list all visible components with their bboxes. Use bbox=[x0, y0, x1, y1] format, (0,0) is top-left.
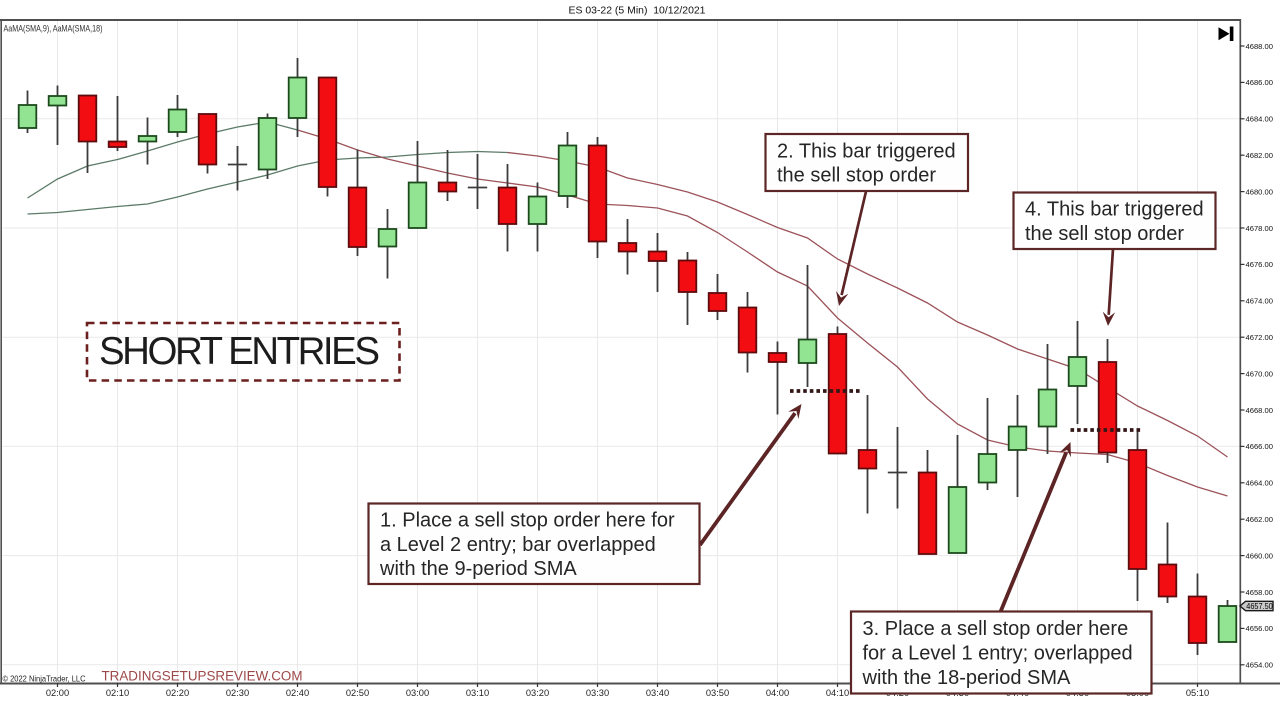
svg-text:SHORT ENTRIES: SHORT ENTRIES bbox=[99, 330, 380, 373]
svg-text:4666.00: 4666.00 bbox=[1246, 442, 1273, 451]
svg-text:4682.00: 4682.00 bbox=[1246, 151, 1273, 160]
svg-text:4657.50: 4657.50 bbox=[1246, 602, 1273, 611]
svg-text:4664.00: 4664.00 bbox=[1246, 479, 1273, 488]
svg-text:02:40: 02:40 bbox=[286, 688, 309, 698]
svg-text:AaMA(SMA,9), AaMA(SMA,18): AaMA(SMA,9), AaMA(SMA,18) bbox=[4, 23, 103, 33]
svg-text:3. Place a sell stop order her: 3. Place a sell stop order here bbox=[863, 618, 1129, 640]
svg-text:4670.00: 4670.00 bbox=[1246, 369, 1273, 378]
svg-text:4684.00: 4684.00 bbox=[1246, 115, 1273, 124]
svg-text:02:30: 02:30 bbox=[226, 688, 249, 698]
svg-text:with the 9-period SMA: with the 9-period SMA bbox=[379, 558, 577, 580]
svg-text:4686.00: 4686.00 bbox=[1246, 78, 1273, 87]
svg-text:4662.00: 4662.00 bbox=[1246, 515, 1273, 524]
svg-text:02:20: 02:20 bbox=[166, 688, 189, 698]
svg-text:02:10: 02:10 bbox=[106, 688, 129, 698]
svg-text:1. Place a sell stop order her: 1. Place a sell stop order here for bbox=[380, 509, 675, 531]
svg-text:the sell stop order: the sell stop order bbox=[1025, 223, 1184, 245]
svg-text:4676.00: 4676.00 bbox=[1246, 260, 1273, 269]
svg-text:4688.00: 4688.00 bbox=[1246, 42, 1273, 51]
svg-text:4680.00: 4680.00 bbox=[1246, 187, 1273, 196]
svg-text:with the 18-period SMA: with the 18-period SMA bbox=[862, 667, 1072, 689]
svg-text:02:00: 02:00 bbox=[46, 688, 69, 698]
svg-text:4678.00: 4678.00 bbox=[1246, 224, 1273, 233]
svg-text:4668.00: 4668.00 bbox=[1246, 406, 1273, 415]
svg-text:4674.00: 4674.00 bbox=[1246, 297, 1273, 306]
svg-text:04:00: 04:00 bbox=[766, 688, 789, 698]
svg-text:© 2022 NinjaTrader, LLC: © 2022 NinjaTrader, LLC bbox=[3, 674, 86, 684]
svg-text:4. This bar triggered: 4. This bar triggered bbox=[1025, 199, 1204, 221]
svg-text:05:10: 05:10 bbox=[1186, 688, 1209, 698]
svg-text:for a Level 1 entry; overlappe: for a Level 1 entry; overlapped bbox=[863, 643, 1133, 665]
svg-text:TRADINGSETUPSREVIEW.COM: TRADINGSETUPSREVIEW.COM bbox=[102, 669, 303, 685]
svg-text:03:00: 03:00 bbox=[406, 688, 429, 698]
svg-text:03:40: 03:40 bbox=[646, 688, 669, 698]
svg-text:4658.00: 4658.00 bbox=[1246, 588, 1273, 597]
svg-text:03:20: 03:20 bbox=[526, 688, 549, 698]
svg-text:03:50: 03:50 bbox=[706, 688, 729, 698]
svg-text:03:10: 03:10 bbox=[466, 688, 489, 698]
svg-text:4672.00: 4672.00 bbox=[1246, 333, 1273, 342]
svg-text:2. This bar triggered: 2. This bar triggered bbox=[777, 140, 956, 162]
svg-text:4656.00: 4656.00 bbox=[1246, 624, 1273, 633]
svg-text:a Level 2 entry; bar overlappe: a Level 2 entry; bar overlapped bbox=[380, 534, 656, 556]
svg-text:03:30: 03:30 bbox=[586, 688, 609, 698]
svg-text:the sell stop order: the sell stop order bbox=[777, 165, 936, 187]
svg-text:4654.00: 4654.00 bbox=[1246, 661, 1273, 670]
svg-text:02:50: 02:50 bbox=[346, 688, 369, 698]
svg-text:ES 03-22 (5 Min) 10/12/2021: ES 03-22 (5 Min) 10/12/2021 bbox=[569, 5, 706, 17]
svg-text:04:10: 04:10 bbox=[826, 688, 849, 698]
svg-text:4660.00: 4660.00 bbox=[1246, 551, 1273, 560]
